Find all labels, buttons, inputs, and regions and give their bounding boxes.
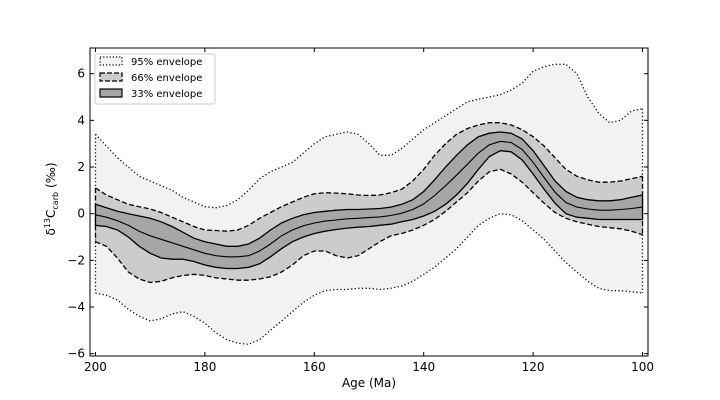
x-tick-label-100: 100 [631, 360, 654, 374]
y-tick-label--2: −2 [67, 253, 85, 267]
legend-swatch-95 [99, 56, 123, 66]
legend-swatch-66 [99, 72, 123, 82]
median-line [95, 140, 643, 258]
envelope-66-lower-line [95, 168, 643, 284]
y-axis-label: δ13Ccarb (‰) [43, 162, 60, 235]
y-axis-label-base: C [44, 210, 58, 218]
x-axis-label: Age (Ma) [342, 376, 396, 390]
y-axis-label-sub: carb [51, 192, 60, 210]
legend-frame [94, 53, 216, 105]
y-axis-label-delta: δ [44, 228, 58, 235]
x-tick-label-160: 160 [303, 360, 326, 374]
envelope-95-upper-line [95, 63, 643, 209]
x-tick-label-180: 180 [193, 360, 216, 374]
legend-swatch-33 [99, 88, 123, 98]
y-tick-label-2: 2 [77, 160, 85, 174]
x-tick-label-200: 200 [84, 360, 107, 374]
x-tick-label-120: 120 [522, 360, 545, 374]
y-tick-label-0: 0 [77, 207, 85, 221]
y-tick-label-6: 6 [77, 67, 85, 81]
envelope-33-upper-line [95, 131, 643, 247]
x-tick-label-140: 140 [412, 360, 435, 374]
envelope-66-upper-line [95, 122, 643, 232]
y-tick-label--4: −4 [67, 300, 85, 314]
y-axis-label-unit: (‰) [44, 162, 58, 187]
envelope-33-lower-line [95, 150, 643, 270]
envelope-layer [94, 63, 644, 345]
y-tick-label--6: −6 [67, 347, 85, 361]
y-axis-label-sup: 13 [43, 218, 52, 228]
plot-frame [89, 47, 649, 357]
legend-label-33: 33% envelope [131, 89, 202, 100]
legend: 95% envelope 66% envelope 33% envelope [94, 53, 216, 105]
y-tick-label-4: 4 [77, 113, 85, 127]
legend-label-66: 66% envelope [131, 73, 202, 84]
legend-label-95: 95% envelope [131, 57, 202, 68]
axes: 200 180 160 140 120 100 −6 −4 −2 0 2 4 6 [67, 47, 654, 374]
envelope-66-fill [95, 122, 643, 283]
